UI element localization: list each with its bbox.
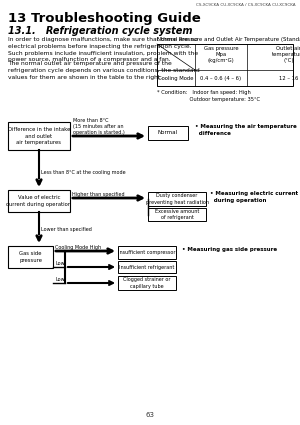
Bar xyxy=(8,122,70,150)
Text: The normal outlet air temperature and pressure of the
refrigeration cycle depend: The normal outlet air temperature and pr… xyxy=(8,61,200,79)
Text: Value of electric
current during operation: Value of electric current during operati… xyxy=(6,196,72,207)
Bar xyxy=(118,261,176,273)
Text: 12 – 16: 12 – 16 xyxy=(279,76,299,80)
Text: Low: Low xyxy=(55,277,64,282)
Text: 0.4 – 0.6 (4 – 6): 0.4 – 0.6 (4 – 6) xyxy=(200,76,242,80)
Text: 13.1.   Refrigeration cycle system: 13.1. Refrigeration cycle system xyxy=(8,26,193,36)
Text: * Condition:   Indoor fan speed: High
                    Outdoor temperature: 3: * Condition: Indoor fan speed: High Outd… xyxy=(157,90,260,102)
Text: • Measuring gas side pressure: • Measuring gas side pressure xyxy=(182,247,277,252)
Bar xyxy=(157,44,293,86)
Text: Gas side
pressure: Gas side pressure xyxy=(19,252,42,263)
Text: 13 Troubleshooting Guide: 13 Troubleshooting Guide xyxy=(8,12,201,25)
Text: Outlet air
temperature
(°C): Outlet air temperature (°C) xyxy=(272,46,300,63)
Bar xyxy=(148,208,206,221)
Bar xyxy=(148,126,188,140)
Text: • Measuring the air temperature
  difference: • Measuring the air temperature differen… xyxy=(195,124,297,136)
Text: Insufficient refrigerant: Insufficient refrigerant xyxy=(119,264,175,269)
Text: Higher than specified: Higher than specified xyxy=(72,192,124,197)
Text: Cooling Mode: Cooling Mode xyxy=(158,76,194,80)
Bar xyxy=(8,190,70,212)
Text: Dusty condenser
preventing heat radiation: Dusty condenser preventing heat radiatio… xyxy=(146,193,208,204)
Text: Cooling Mode High: Cooling Mode High xyxy=(55,245,101,250)
Bar xyxy=(118,246,176,259)
Text: Clogged strainer or
capillary tube: Clogged strainer or capillary tube xyxy=(123,278,171,289)
Bar xyxy=(118,276,176,290)
Bar xyxy=(8,246,53,268)
Text: • Measuring electric current
  during operation: • Measuring electric current during oper… xyxy=(210,191,298,203)
Text: 63: 63 xyxy=(146,412,154,418)
Text: Normal Pressure and Outlet Air Temperature (Standard): Normal Pressure and Outlet Air Temperatu… xyxy=(157,37,300,42)
Text: Gas pressure
Mpa
(kg/cm²G): Gas pressure Mpa (kg/cm²G) xyxy=(204,46,238,63)
Text: In order to diagnose malfunctions, make sure that there are no
electrical proble: In order to diagnose malfunctions, make … xyxy=(8,37,198,62)
Text: Low: Low xyxy=(55,261,64,266)
Text: More than 8°C
(15 minutes after an
operation is started.): More than 8°C (15 minutes after an opera… xyxy=(73,118,125,135)
Text: Less than 8°C at the cooling mode: Less than 8°C at the cooling mode xyxy=(41,170,126,175)
Text: Insufficient compressor: Insufficient compressor xyxy=(118,250,176,255)
Text: Difference in the intake
and outlet
air temperatures: Difference in the intake and outlet air … xyxy=(8,128,70,144)
Text: Lower than specified: Lower than specified xyxy=(41,227,92,232)
Text: CS-XC9CKA CU-XC9CKA / CS-XC9CKA CU-XC9CKA: CS-XC9CKA CU-XC9CKA / CS-XC9CKA CU-XC9CK… xyxy=(196,3,296,7)
Text: Normal: Normal xyxy=(158,130,178,136)
Text: Excessive amount
of refrigerant: Excessive amount of refrigerant xyxy=(155,209,199,220)
Bar xyxy=(148,192,206,206)
